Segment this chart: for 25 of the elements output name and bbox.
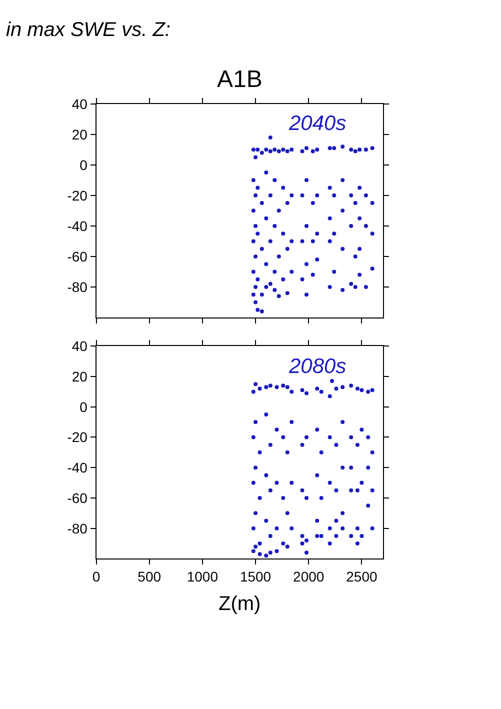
chart-title: in max SWE vs. Z: <box>6 19 170 41</box>
x-tick-label: 500 <box>138 568 162 585</box>
annotation: 2040s <box>288 112 347 135</box>
y-tick-label: -40 <box>67 460 88 476</box>
y-tick-label: 40 <box>72 96 88 112</box>
annotation: 2080s <box>288 355 347 378</box>
x-tick-label: 1500 <box>240 568 272 585</box>
chart-subtitle: A1B <box>217 66 262 93</box>
y-tick-label: -60 <box>67 490 88 506</box>
x-tick-label: 1000 <box>186 568 218 585</box>
y-tick-label: 0 <box>80 156 88 173</box>
y-tick-label: 20 <box>72 368 88 384</box>
x-tick-label: 2000 <box>293 568 324 585</box>
y-tick-label: -80 <box>67 278 88 295</box>
y-tick-label: -60 <box>67 248 88 264</box>
y-tick-label: -80 <box>67 520 88 536</box>
y-tick-label: -20 <box>67 187 88 204</box>
x-tick-label: 2500 <box>346 568 378 585</box>
x-tick-label: 0 <box>92 568 100 585</box>
y-tick-label: 0 <box>80 398 88 415</box>
y-tick-label: 40 <box>72 338 88 354</box>
x-axis-title: Z(m) <box>218 593 261 616</box>
y-tick-label: -40 <box>67 218 88 234</box>
y-tick-label: -20 <box>67 429 88 446</box>
y-tick-label: 20 <box>72 126 88 142</box>
